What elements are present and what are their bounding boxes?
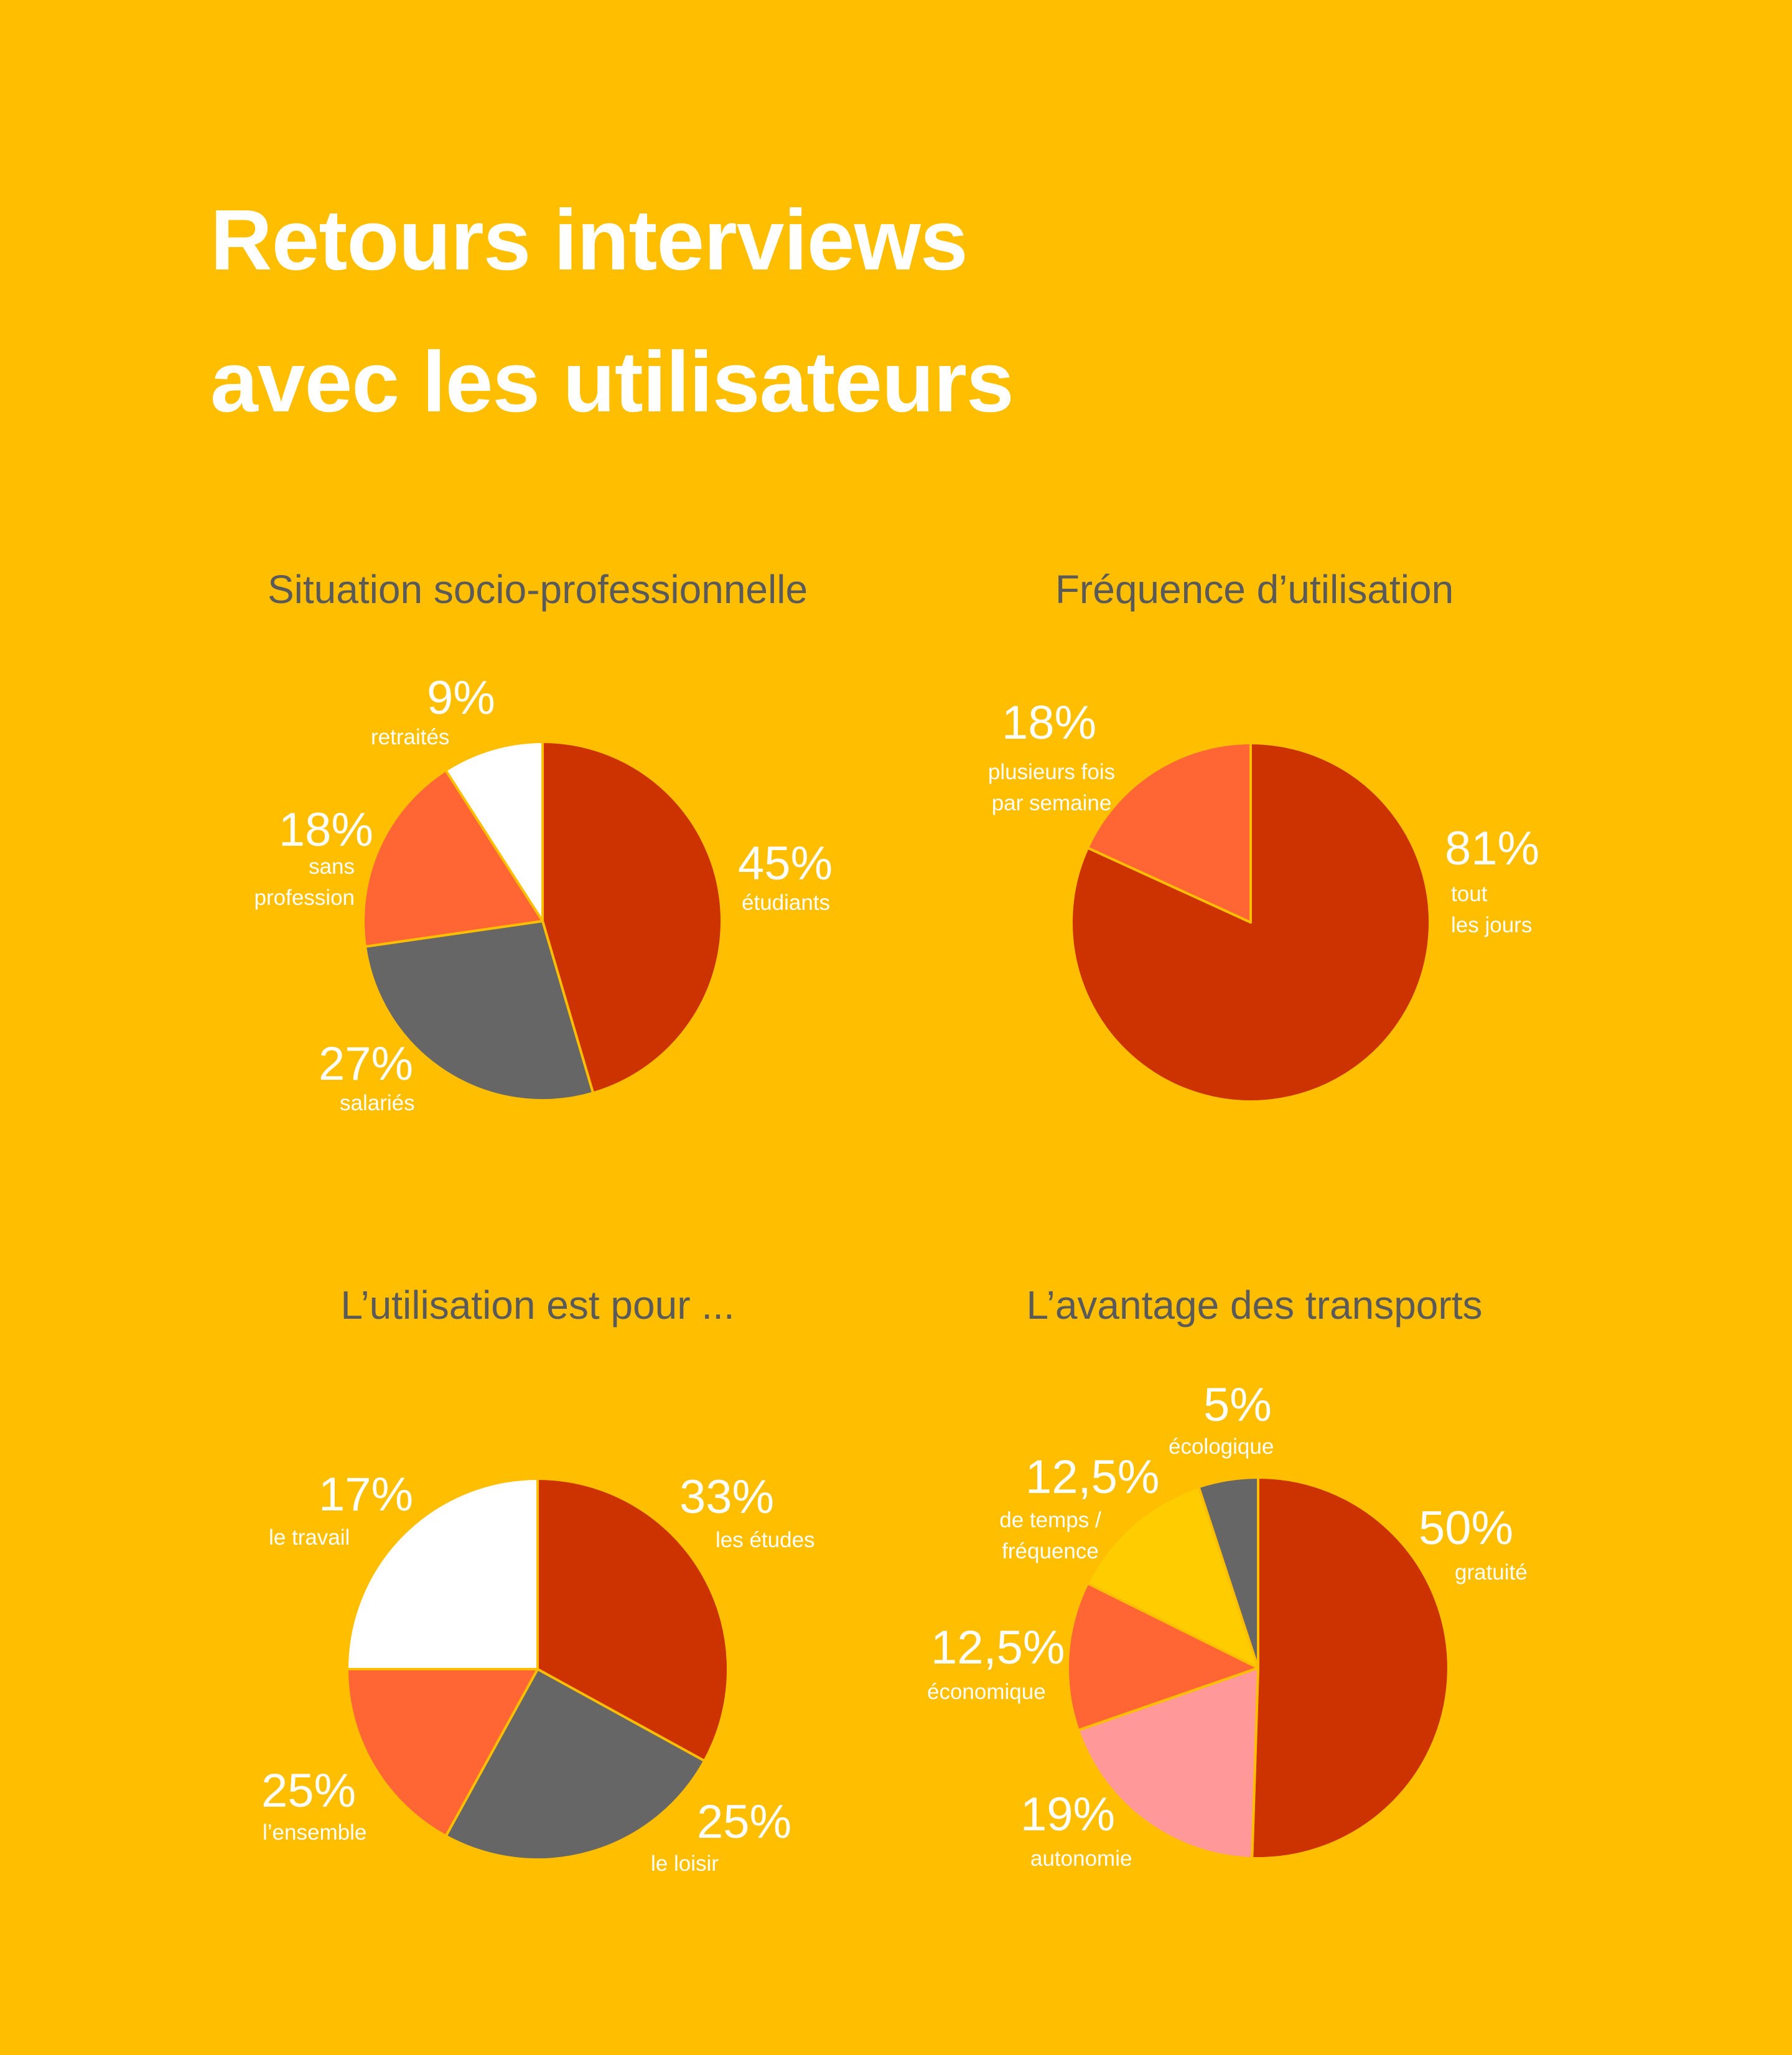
pct-label: 19%: [1020, 1788, 1116, 1841]
slice-label: sans profession: [254, 854, 355, 910]
label-ecologique: 5% écologique: [1169, 1382, 1274, 1463]
slice-label: de temps / fréquence: [999, 1508, 1101, 1563]
pct-label: 45%: [738, 837, 833, 890]
pct-label: 25%: [697, 1795, 792, 1848]
chart-2-title: Fréquence d’utilisation: [1055, 567, 1454, 612]
pie-chart-usage-purpose: [346, 1477, 729, 1861]
pie-slice-retraites: [444, 741, 544, 922]
label-les-etudes: 33% les études: [679, 1474, 815, 1556]
pie-chart-transport-advantage: [1066, 1476, 1450, 1860]
pct-label: 33%: [679, 1471, 775, 1524]
slice-label: étudiants: [742, 891, 831, 915]
chart-3-title: L’utilisation est pour ...: [340, 1283, 735, 1327]
slice-label: les études: [716, 1528, 815, 1552]
slice-label: le travail: [269, 1525, 350, 1550]
pct-label: 17%: [319, 1468, 414, 1521]
label-retraites: 9% retraités: [371, 675, 495, 753]
slice-label: autonomie: [1030, 1847, 1132, 1871]
chart-4-title: L’avantage des transports: [1026, 1283, 1483, 1327]
pie-slice-de-temps-frequence: [1086, 1486, 1259, 1669]
slice-label: l’ensemble: [263, 1820, 367, 1845]
pct-label: 25%: [261, 1764, 357, 1817]
pie-slice-plusieurs-fois-par-semaine: [1086, 742, 1252, 924]
label-sans-profession: 18% sans profession: [244, 807, 373, 914]
slice-label: le loisir: [651, 1851, 719, 1876]
label-gratuite: 50% gratuité: [1419, 1505, 1528, 1588]
label-economique: 12,5% économique: [927, 1624, 1065, 1708]
label-le-loisir: 25% le loisir: [651, 1799, 791, 1879]
pct-label: 27%: [319, 1037, 414, 1090]
slice-label: écologique: [1169, 1435, 1274, 1459]
pie-slice-le-loisir: [444, 1668, 706, 1861]
pie-slice-l-ensemble: [346, 1668, 539, 1838]
label-etudiants: 45% étudiants: [738, 840, 833, 919]
page-title: Retours interviews avec les utilisateurs: [210, 169, 1014, 453]
pie-slice-ecologique: [1197, 1476, 1259, 1669]
pie-slice-gratuite: [1251, 1476, 1450, 1860]
page-title-line-2: avec les utilisateurs: [210, 334, 1014, 430]
slice-label: retraités: [371, 725, 450, 749]
slice-label: salariés: [340, 1091, 415, 1115]
pct-label: 9%: [427, 672, 495, 724]
slice-label: économique: [927, 1680, 1046, 1704]
slice-label: gratuité: [1455, 1560, 1528, 1585]
label-salaries: 27% salariés: [319, 1041, 415, 1119]
pct-label: 18%: [278, 803, 373, 856]
pct-label: 81%: [1445, 822, 1540, 875]
slice-label: tout les jours: [1451, 882, 1533, 937]
pie-slice-economique: [1066, 1582, 1259, 1732]
pct-label: 18%: [1001, 696, 1097, 749]
pct-label: 12,5%: [931, 1621, 1065, 1674]
pie-slice-etudiants: [541, 741, 723, 1095]
label-le-travail: 17% le travail: [269, 1471, 413, 1553]
label-tout-les-jours: 81% tout les jours: [1445, 825, 1539, 941]
label-temps-frequence: 12,5% de temps / fréquence: [957, 1451, 1160, 1567]
pie-slice-les-etudes: [536, 1477, 729, 1762]
pie-slice-le-travail: [346, 1477, 539, 1670]
pct-label: 12,5%: [1025, 1451, 1160, 1504]
pct-label: 5%: [1203, 1379, 1272, 1431]
slice-label: plusieurs fois par semaine: [987, 760, 1116, 815]
pie-slice-salaries: [363, 920, 595, 1102]
page-title-line-1: Retours interviews: [210, 192, 968, 288]
pct-label: 50%: [1419, 1502, 1514, 1555]
pie-chart-socio-professional: [362, 741, 723, 1102]
label-l-ensemble: 25% l’ensemble: [261, 1767, 366, 1848]
pie-chart-usage-frequency: [1070, 742, 1432, 1103]
chart-1-title: Situation socio-professionnelle: [267, 567, 808, 612]
pie-slice-sans-profession: [362, 769, 544, 948]
label-autonomie: 19% autonomie: [1020, 1791, 1132, 1875]
label-plusieurs-fois: 18% plusieurs fois par semaine: [971, 700, 1132, 819]
